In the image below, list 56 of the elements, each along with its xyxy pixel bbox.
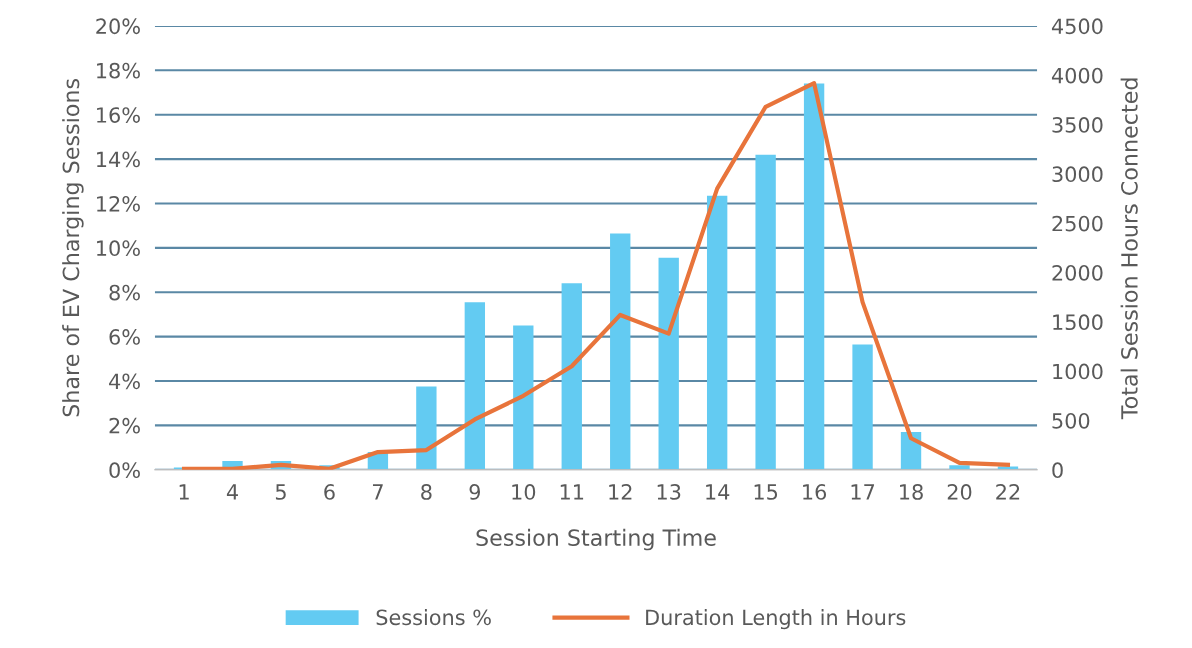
y-tick-label: 8% xyxy=(109,284,140,301)
y2-tick-label: 1000 xyxy=(1053,363,1103,380)
y2-tick-label: 0 xyxy=(1052,462,1063,479)
x-tick-label: 18 xyxy=(900,484,923,500)
y2-axis-title: Total Session Hours Connected xyxy=(1120,78,1138,420)
x-tick-label: 7 xyxy=(372,484,383,500)
x-tick-label: 11 xyxy=(560,484,584,500)
bar xyxy=(561,283,582,470)
x-tick-label: 12 xyxy=(609,484,632,500)
legend-label: Duration Length in Hours xyxy=(646,609,906,630)
x-tick-label: 4 xyxy=(226,484,238,500)
y-tick-label: 14% xyxy=(97,151,140,168)
y2-tick-label: 1500 xyxy=(1053,314,1103,331)
bar xyxy=(949,465,970,470)
y-tick-label: 12% xyxy=(97,195,140,212)
y-tick-label: 18% xyxy=(97,62,140,79)
y-tick-label: 10% xyxy=(97,240,140,257)
bar xyxy=(803,83,825,470)
bar xyxy=(416,386,437,470)
line-series xyxy=(181,81,1011,470)
bar xyxy=(513,325,534,470)
y2-tick-label: 2000 xyxy=(1052,264,1103,281)
x-tick-label: 22 xyxy=(996,484,1020,500)
y2-tick-label: 3500 xyxy=(1052,117,1103,133)
bar xyxy=(755,154,776,470)
y-tick-label: 2% xyxy=(109,417,140,434)
bar xyxy=(464,302,486,470)
legend-label: Sessions % xyxy=(376,609,491,626)
y2-tick-label: 3000 xyxy=(1052,166,1103,183)
y-tick-label: 20% xyxy=(96,18,140,35)
y-axis-title: Share of EV Charging Sessions xyxy=(62,79,84,417)
y-tick-label: 16% xyxy=(97,107,140,123)
x-tick-label: 5 xyxy=(275,484,286,500)
y-tick-label: 0% xyxy=(109,462,140,479)
x-axis-title: Session Starting Time xyxy=(476,528,716,551)
y2-tick-label: 2500 xyxy=(1052,215,1103,232)
x-tick-label: 1 xyxy=(179,484,189,500)
y-tick-label: 4% xyxy=(109,373,140,390)
y2-tick-label: 4500 xyxy=(1051,18,1103,35)
bar xyxy=(852,344,873,470)
y2-tick-label: 4000 xyxy=(1051,67,1103,84)
x-tick-label: 14 xyxy=(706,484,730,500)
x-tick-label: 10 xyxy=(512,484,536,500)
x-tick-label: 15 xyxy=(754,484,778,500)
x-tick-label: 13 xyxy=(657,484,681,500)
y2-tick-label: 500 xyxy=(1052,412,1090,429)
y-tick-label: 6% xyxy=(109,329,140,345)
x-tick-label: 17 xyxy=(851,484,875,500)
x-tick-label: 16 xyxy=(803,484,827,500)
bar xyxy=(706,195,728,470)
x-tick-label: 8 xyxy=(421,484,432,500)
x-tick-label: 20 xyxy=(947,484,972,500)
bar xyxy=(610,233,631,470)
x-tick-label: 9 xyxy=(469,484,480,500)
bar xyxy=(658,257,679,470)
x-tick-label: 6 xyxy=(324,484,335,500)
